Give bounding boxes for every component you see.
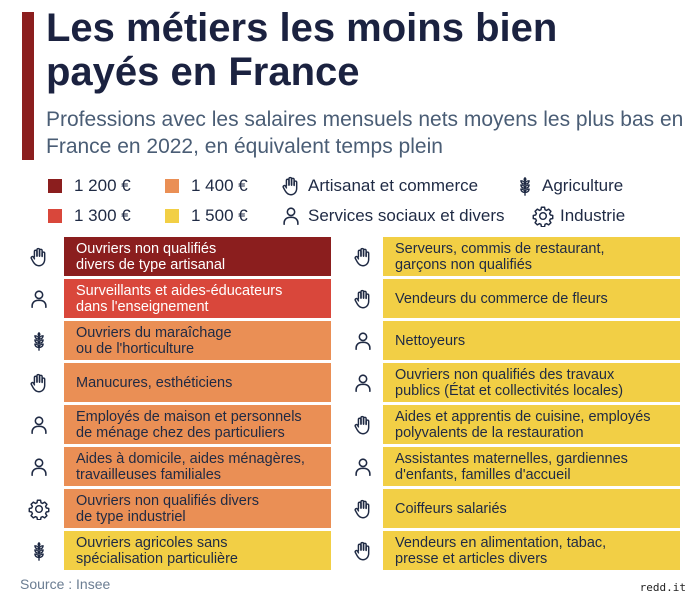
- profession-bar: Vendeurs du commerce de fleurs: [383, 279, 680, 318]
- profession-bar: Vendeurs en alimentation, tabac, presse …: [383, 531, 680, 570]
- profession-label: Vendeurs en alimentation, tabac, presse …: [395, 534, 607, 567]
- wheat-icon: [26, 538, 52, 564]
- profession-label: Ouvriers non qualifiés divers de type ar…: [76, 240, 226, 273]
- legend-category-label: Agriculture: [542, 176, 624, 195]
- hand-icon: [350, 244, 376, 270]
- table-row: Ouvriers non qualifiés divers de type ar…: [0, 237, 696, 276]
- wheat-icon: [514, 175, 536, 197]
- profession-label: Ouvriers non qualifiés divers de type in…: [76, 492, 259, 525]
- table-row: Serveurs, commis de restaurant, garçons …: [0, 237, 696, 276]
- person-icon: [350, 370, 376, 396]
- legend-swatch-1200: [48, 179, 62, 193]
- legend-label-1500: 1 500 €: [191, 206, 248, 225]
- table-row: Ouvriers agricoles sans spécialisation p…: [0, 531, 696, 570]
- table-row: Ouvriers non qualifiés des travaux publi…: [0, 363, 696, 402]
- gear-icon: [26, 496, 52, 522]
- profession-label: Ouvriers agricoles sans spécialisation p…: [76, 534, 238, 567]
- table-row: Coiffeurs salariés: [0, 489, 696, 528]
- table-row: Employés de maison et personnels de ména…: [0, 405, 696, 444]
- profession-label: Coiffeurs salariés: [395, 500, 507, 517]
- table-row: Nettoyeurs: [0, 321, 696, 360]
- table-row: Assistantes maternelles, gardiennes d'en…: [0, 447, 696, 486]
- source-note: Source : Insee: [20, 576, 111, 592]
- table-row: Surveillants et aides-éducateurs dans l'…: [0, 279, 696, 318]
- legend-category-artisanat: Artisanat et commerce: [280, 172, 478, 200]
- hand-icon: [280, 175, 302, 197]
- person-icon: [350, 454, 376, 480]
- profession-bar: Ouvriers du maraîchage ou de l'horticult…: [64, 321, 331, 360]
- legend-swatch-1500: [165, 209, 179, 223]
- legend-label-1200: 1 200 €: [74, 176, 131, 195]
- hand-icon: [26, 244, 52, 270]
- legend-category-label: Artisanat et commerce: [308, 176, 479, 195]
- legend: 1 200 € 1 400 € 1 300 € 1 500 € Artisana…: [48, 172, 688, 232]
- profession-bar: Ouvriers non qualifiés divers de type ar…: [64, 237, 331, 276]
- title-accent-bar: [22, 12, 34, 160]
- profession-label: Aides et apprentis de cuisine, employés …: [395, 408, 651, 441]
- legend-salary-1200: 1 200 €: [48, 172, 131, 200]
- table-row: Ouvriers non qualifiés divers de type in…: [0, 489, 696, 528]
- legend-label-1300: 1 300 €: [74, 206, 131, 225]
- legend-swatch-1300: [48, 209, 62, 223]
- profession-label: Manucures, esthéticiens: [76, 374, 233, 391]
- legend-salary-1300: 1 300 €: [48, 202, 131, 230]
- profession-label: Vendeurs du commerce de fleurs: [395, 290, 608, 307]
- profession-label: Employés de maison et personnels de ména…: [76, 408, 302, 441]
- chart-title: Les métiers les moins bien payés en Fran…: [46, 6, 558, 94]
- profession-label: Aides à domicile, aides ménagères, trava…: [76, 450, 305, 483]
- hand-icon: [350, 538, 376, 564]
- profession-bar: Serveurs, commis de restaurant, garçons …: [383, 237, 680, 276]
- profession-bar: Coiffeurs salariés: [383, 489, 680, 528]
- legend-salary-1400: 1 400 €: [165, 172, 248, 200]
- legend-category-services: Services sociaux et divers: [280, 202, 505, 230]
- legend-label-1400: 1 400 €: [191, 176, 248, 195]
- profession-bar: Surveillants et aides-éducateurs dans l'…: [64, 279, 331, 318]
- profession-bar: Employés de maison et personnels de ména…: [64, 405, 331, 444]
- profession-label: Ouvriers du maraîchage ou de l'horticult…: [76, 324, 232, 357]
- profession-bar: Ouvriers non qualifiés des travaux publi…: [383, 363, 680, 402]
- profession-bar: Aides à domicile, aides ménagères, trava…: [64, 447, 331, 486]
- profession-bar: Ouvriers agricoles sans spécialisation p…: [64, 531, 331, 570]
- profession-label: Nettoyeurs: [395, 332, 466, 349]
- legend-category-agriculture: Agriculture: [514, 172, 623, 200]
- hand-icon: [26, 370, 52, 396]
- profession-bar: Nettoyeurs: [383, 321, 680, 360]
- person-icon: [26, 412, 52, 438]
- profession-bar: Ouvriers non qualifiés divers de type in…: [64, 489, 331, 528]
- legend-category-label: Services sociaux et divers: [308, 206, 505, 225]
- person-icon: [26, 286, 52, 312]
- person-icon: [350, 328, 376, 354]
- legend-swatch-1400: [165, 179, 179, 193]
- hand-icon: [350, 496, 376, 522]
- legend-category-industrie: Industrie: [532, 202, 625, 230]
- legend-salary-1500: 1 500 €: [165, 202, 248, 230]
- wheat-icon: [26, 328, 52, 354]
- hand-icon: [350, 286, 376, 312]
- profession-label: Serveurs, commis de restaurant, garçons …: [395, 240, 605, 273]
- hand-icon: [350, 412, 376, 438]
- table-row: Aides à domicile, aides ménagères, trava…: [0, 447, 696, 486]
- brand-watermark: redd.it: [639, 581, 686, 594]
- table-row: Vendeurs du commerce de fleurs: [0, 279, 696, 318]
- table-row: Aides et apprentis de cuisine, employés …: [0, 405, 696, 444]
- profession-table: Ouvriers non qualifiés divers de type ar…: [0, 237, 696, 571]
- chart-subtitle: Professions avec les salaires mensuels n…: [46, 108, 684, 158]
- table-row: Ouvriers du maraîchage ou de l'horticult…: [0, 321, 696, 360]
- gear-icon: [532, 205, 554, 227]
- legend-category-label: Industrie: [560, 206, 626, 225]
- profession-label: Surveillants et aides-éducateurs dans l'…: [76, 282, 283, 315]
- table-row: Manucures, esthéticiens: [0, 363, 696, 402]
- profession-bar: Assistantes maternelles, gardiennes d'en…: [383, 447, 680, 486]
- profession-bar: Manucures, esthéticiens: [64, 363, 331, 402]
- table-row: Vendeurs en alimentation, tabac, presse …: [0, 531, 696, 570]
- profession-label: Assistantes maternelles, gardiennes d'en…: [395, 450, 628, 483]
- profession-label: Ouvriers non qualifiés des travaux publi…: [395, 366, 624, 399]
- profession-bar: Aides et apprentis de cuisine, employés …: [383, 405, 680, 444]
- person-icon: [26, 454, 52, 480]
- person-icon: [280, 205, 302, 227]
